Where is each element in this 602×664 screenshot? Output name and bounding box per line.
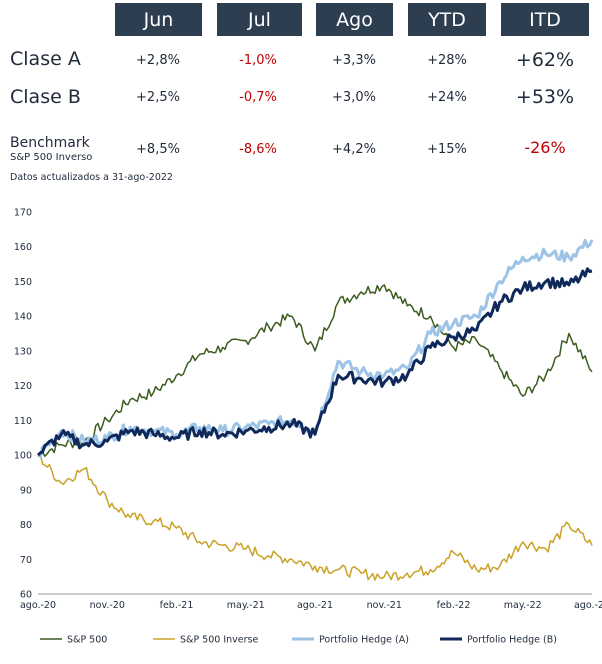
x-axis: ago.-20 nov.-20 feb.-21 may.-21 ago.-21 nov.-… [20,593,602,611]
benchmark-sublabel: S&P 500 Inverso [10,152,93,163]
x-tick-label: nov.-20 [90,600,125,611]
x-tick-label: ago.-22 [574,600,602,611]
legend-label: Portfolio Hedge (A) [319,635,409,646]
clase-a-jun: +2,8% [136,53,180,68]
series-line-3 [36,267,593,457]
clase-a-ytd: +28% [427,53,467,68]
legend-label: Portfolio Hedge (B) [467,635,557,646]
benchmark-itd: -26% [524,138,566,157]
x-tick-label: feb.-22 [437,600,471,611]
clase-b-jun: +2,5% [136,90,180,105]
y-tick-label: 140 [14,312,32,323]
header-itd: ITD [501,3,589,36]
y-tick-label: 90 [20,485,32,496]
performance-line-chart: 60 70 80 90 100 110 120 130 140 150 160 170 ago.-20… [14,208,602,646]
x-tick-label: ago.-21 [297,600,333,611]
y-axis: 60 70 80 90 100 110 120 130 140 150 160 170 [14,208,32,601]
chart-legend: S&P 500 S&P 500 Inverse Portfolio Hedge (A… [40,635,557,646]
series-lines [36,238,594,581]
row-label-clase-a: Clase A [10,48,81,70]
x-tick-label: may.-21 [227,600,265,611]
clase-b-itd: +53% [515,86,575,108]
benchmark-ytd: +15% [427,142,467,157]
legend-label: S&P 500 Inverse [180,635,258,646]
clase-b-jul: -0,7% [239,90,277,105]
clase-a-itd: +62% [515,49,575,71]
y-tick-label: 160 [14,242,32,253]
x-tick-label: feb.-21 [160,600,194,611]
series-line-1 [37,453,593,581]
header-jun: Jun [115,3,202,36]
y-tick-label: 100 [14,451,32,462]
y-tick-label: 150 [14,277,32,288]
series-line-0 [37,284,593,457]
header-ytd: YTD [408,3,486,36]
x-tick-label: ago.-20 [20,600,56,611]
x-tick-label: may.-22 [504,600,542,611]
legend-label: S&P 500 [67,635,107,646]
header-ago: Ago [316,3,393,36]
y-tick-label: 110 [14,416,32,427]
series-line-2 [37,238,594,458]
benchmark-jun: +8,5% [136,142,180,157]
clase-a-jul: -1,0% [239,53,277,68]
y-tick-label: 170 [14,208,32,219]
y-tick-label: 120 [14,381,32,392]
header-jul: Jul [217,3,302,36]
y-tick-label: 70 [20,555,32,566]
clase-a-ago: +3,3% [332,53,376,68]
x-tick-label: nov.-21 [367,600,402,611]
row-label-clase-b: Clase B [10,86,81,108]
benchmark-ago: +4,2% [332,142,376,157]
clase-b-ytd: +24% [427,90,467,105]
data-date-note: Datos actualizados a 31-ago-2022 [10,172,173,183]
y-tick-label: 80 [20,520,32,531]
clase-b-ago: +3,0% [332,90,376,105]
y-tick-label: 60 [20,590,32,601]
benchmark-jul: -8,6% [239,142,277,157]
y-tick-label: 130 [14,346,32,357]
benchmark-label: Benchmark [10,135,90,151]
